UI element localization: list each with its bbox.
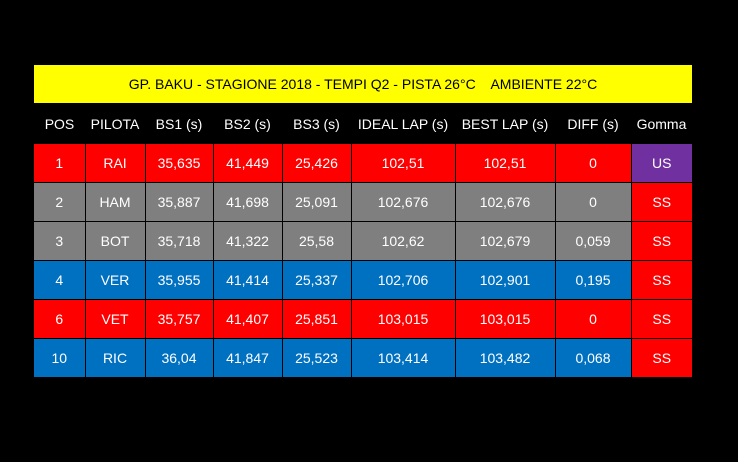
table-row: 6 VET 35,757 41,407 25,851 103,015 103,015 0 SS — [34, 299, 692, 339]
cell-best-lap: 102,676 — [454, 182, 555, 222]
table-title: GP. BAKU - STAGIONE 2018 - TEMPI Q2 - PI… — [34, 65, 692, 103]
header-row: POS PILOTA BS1 (s) BS2 (s) BS3 (s) IDEAL… — [34, 105, 692, 144]
cell-bs2: 41,698 — [212, 182, 282, 222]
cell-pos: 4 — [34, 260, 85, 300]
table-row: 2 HAM 35,887 41,698 25,091 102,676 102,676 0 SS — [34, 182, 692, 222]
cell-bs3: 25,58 — [281, 221, 351, 261]
cell-driver: VER — [84, 260, 145, 300]
cell-driver: HAM — [84, 182, 145, 222]
table-row: 10 RIC 36,04 41,847 25,523 103,414 103,482 0,06… — [34, 338, 692, 377]
header-best-lap: BEST LAP (s) — [455, 105, 555, 144]
cell-tyre: SS — [630, 299, 692, 339]
cell-bs1: 35,757 — [144, 299, 213, 339]
header-bs1: BS1 (s) — [145, 105, 213, 144]
cell-bs2: 41,322 — [212, 221, 282, 261]
table-row: 1 RAI 35,635 41,449 25,426 102,51 102,51 0 US — [34, 143, 692, 183]
cell-pos: 1 — [34, 143, 85, 183]
cell-pos: 10 — [34, 338, 85, 377]
cell-tyre: SS — [630, 182, 692, 222]
header-ideal-lap: IDEAL LAP (s) — [351, 105, 455, 144]
cell-best-lap: 102,901 — [454, 260, 555, 300]
cell-bs1: 35,955 — [144, 260, 213, 300]
cell-diff: 0 — [554, 299, 631, 339]
cell-diff: 0,059 — [554, 221, 631, 261]
cell-bs3: 25,851 — [281, 299, 351, 339]
cell-tyre: US — [630, 143, 692, 183]
cell-ideal-lap: 102,676 — [350, 182, 455, 222]
table-row: 4 VER 35,955 41,414 25,337 102,706 102,901 0,19… — [34, 260, 692, 300]
cell-best-lap: 102,51 — [454, 143, 555, 183]
cell-bs2: 41,449 — [212, 143, 282, 183]
header-tyre: Gomma — [631, 105, 692, 144]
cell-best-lap: 102,679 — [454, 221, 555, 261]
cell-tyre: SS — [630, 260, 692, 300]
cell-diff: 0 — [554, 143, 631, 183]
cell-tyre: SS — [630, 221, 692, 261]
cell-diff: 0 — [554, 182, 631, 222]
header-pos: POS — [34, 105, 85, 144]
cell-bs3: 25,337 — [281, 260, 351, 300]
cell-bs1: 35,718 — [144, 221, 213, 261]
cell-bs2: 41,414 — [212, 260, 282, 300]
cell-pos: 2 — [34, 182, 85, 222]
header-bs3: BS3 (s) — [282, 105, 351, 144]
cell-ideal-lap: 102,51 — [350, 143, 455, 183]
cell-bs3: 25,523 — [281, 338, 351, 377]
header-bs2: BS2 (s) — [213, 105, 282, 144]
cell-ideal-lap: 103,414 — [350, 338, 455, 377]
cell-bs3: 25,426 — [281, 143, 351, 183]
cell-ideal-lap: 103,015 — [350, 299, 455, 339]
header-driver: PILOTA — [85, 105, 145, 144]
cell-tyre: SS — [630, 338, 692, 377]
cell-bs1: 35,635 — [144, 143, 213, 183]
cell-bs2: 41,407 — [212, 299, 282, 339]
cell-bs1: 35,887 — [144, 182, 213, 222]
cell-best-lap: 103,482 — [454, 338, 555, 377]
cell-pos: 3 — [34, 221, 85, 261]
lap-times-table: POS PILOTA BS1 (s) BS2 (s) BS3 (s) IDEAL… — [34, 105, 692, 377]
cell-bs1: 36,04 — [144, 338, 213, 377]
cell-driver: RAI — [84, 143, 145, 183]
cell-bs3: 25,091 — [281, 182, 351, 222]
cell-ideal-lap: 102,706 — [350, 260, 455, 300]
cell-diff: 0,068 — [554, 338, 631, 377]
cell-bs2: 41,847 — [212, 338, 282, 377]
cell-driver: RIC — [84, 338, 145, 377]
cell-driver: BOT — [84, 221, 145, 261]
header-diff: DIFF (s) — [555, 105, 631, 144]
table-row: 3 BOT 35,718 41,322 25,58 102,62 102,679 0,059 S… — [34, 221, 692, 261]
cell-pos: 6 — [34, 299, 85, 339]
cell-ideal-lap: 102,62 — [350, 221, 455, 261]
cell-diff: 0,195 — [554, 260, 631, 300]
cell-best-lap: 103,015 — [454, 299, 555, 339]
cell-driver: VET — [84, 299, 145, 339]
